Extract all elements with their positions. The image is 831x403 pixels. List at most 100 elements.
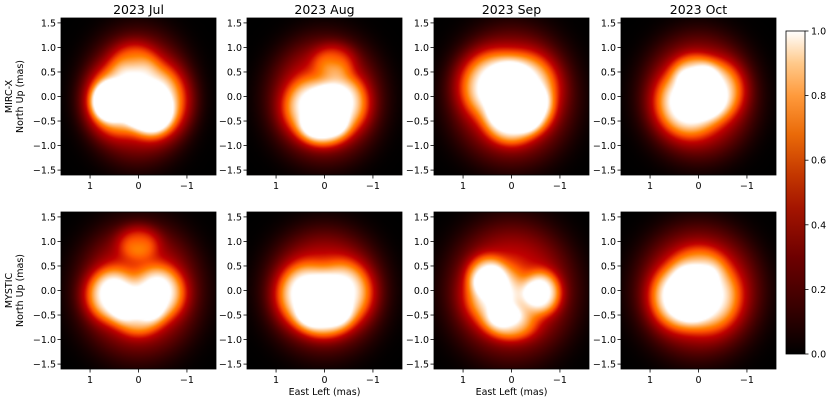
image-panel-mystic-2023-aug: 1.5 1.0 0.5 0.0 −0.5 −1.0 −1.5 1 0 −1 [219, 211, 403, 386]
y-tick-label: 0.0 [227, 286, 242, 297]
y-tick-label: 0.5 [41, 67, 56, 78]
y-tick-label: −1.5 [593, 360, 616, 371]
y-tick-label: 1.0 [601, 43, 616, 54]
colorbar-tick-label: 0.4 [811, 220, 826, 231]
y-tick-label: −1.5 [33, 166, 56, 177]
y-tick-label: 1.0 [227, 43, 242, 54]
colorbar-tick-label: 0.0 [811, 350, 826, 361]
y-tick-label: 0.0 [227, 92, 242, 103]
row-ylabel: North Up (mas) [15, 60, 26, 133]
x-tick-label: 1 [273, 375, 279, 386]
y-tick-label: 0.5 [414, 67, 429, 78]
y-tick-label: 1.0 [41, 43, 56, 54]
y-tick-label: −1.0 [219, 335, 242, 346]
y-tick-label: 1.5 [601, 212, 616, 223]
colorbar-tick-label: 1.0 [811, 27, 826, 38]
y-tick-label: −0.5 [33, 311, 56, 322]
y-tick-label: 0.0 [41, 92, 56, 103]
colorbar-gradient [785, 30, 806, 355]
image-panel-mystic-2023-oct: 1.5 1.0 0.5 0.0 −0.5 −1.0 −1.5 1 0 −1 [593, 211, 777, 386]
x-tick-label: −1 [553, 375, 567, 386]
x-tick-label: 1 [273, 181, 279, 192]
y-tick-label: 0.5 [227, 261, 242, 272]
y-tick-label: −1.5 [219, 166, 242, 177]
column-title: 2023 Sep [482, 2, 541, 17]
x-tick-label: −1 [740, 375, 754, 386]
y-tick-label: −1.5 [33, 360, 56, 371]
y-tick-label: 0.5 [414, 261, 429, 272]
y-tick-label: 1.5 [414, 18, 429, 29]
x-tick-label: 1 [87, 181, 93, 192]
y-tick-label: 1.0 [227, 237, 242, 248]
y-tick-label: 1.0 [414, 43, 429, 54]
column-title: 2023 Aug [294, 2, 354, 17]
x-tick-label: 0 [508, 375, 514, 386]
y-tick-label: 0.0 [601, 92, 616, 103]
y-tick-label: −1.5 [406, 166, 429, 177]
y-tick-label: −1.0 [593, 335, 616, 346]
x-tick-label: 0 [321, 181, 327, 192]
colorbar: 0.0 0.2 0.4 0.6 0.8 1.0 [785, 27, 826, 361]
colorbar-tick-label: 0.2 [811, 285, 826, 296]
y-tick-label: 1.5 [601, 18, 616, 29]
y-tick-label: 1.5 [227, 18, 242, 29]
y-tick-label: 0.0 [601, 286, 616, 297]
y-tick-label: −0.5 [219, 117, 242, 128]
y-tick-label: −1.5 [593, 166, 616, 177]
x-tick-label: 0 [321, 375, 327, 386]
x-tick-label: −1 [366, 375, 380, 386]
x-tick-label: 0 [508, 181, 514, 192]
y-tick-label: −0.5 [406, 311, 429, 322]
x-tick-label: −1 [180, 375, 194, 386]
row-label: MYSTICNorth Up (mas) [4, 254, 26, 327]
x-tick-label: −1 [180, 181, 194, 192]
y-tick-label: −1.5 [406, 360, 429, 371]
intensity-map [434, 212, 589, 369]
x-tick-label: 0 [135, 181, 141, 192]
y-tick-label: −0.5 [219, 311, 242, 322]
column-title: 2023 Oct [670, 2, 727, 17]
intensity-map [621, 212, 776, 369]
y-tick-label: −1.5 [219, 360, 242, 371]
y-tick-label: 0.5 [601, 261, 616, 272]
image-panel-mirc-x-2023-aug: 1.5 1.0 0.5 0.0 −0.5 −1.0 −1.5 1 0 −1 [219, 17, 403, 192]
x-tick-label: −1 [740, 181, 754, 192]
image-panel-mirc-x-2023-jul: 1.5 1.0 0.5 0.0 −0.5 −1.0 −1.5 1 0 −1 [33, 17, 217, 192]
y-tick-label: 1.5 [227, 212, 242, 223]
x-tick-label: 1 [87, 375, 93, 386]
x-tick-label: 1 [647, 181, 653, 192]
intensity-map [61, 18, 216, 175]
y-tick-label: −0.5 [33, 117, 56, 128]
x-tick-label: 0 [695, 181, 701, 192]
y-tick-label: 0.0 [414, 92, 429, 103]
y-tick-label: −1.0 [219, 141, 242, 152]
row-instrument: MYSTIC [4, 273, 15, 309]
x-axis-label: East Left (mas) [289, 387, 361, 398]
y-tick-label: 1.0 [601, 237, 616, 248]
intensity-map [621, 18, 776, 175]
y-tick-label: −0.5 [593, 117, 616, 128]
intensity-map [61, 212, 216, 369]
y-tick-label: 0.0 [414, 286, 429, 297]
y-tick-label: 0.5 [601, 67, 616, 78]
colorbar-tick-label: 0.8 [811, 91, 826, 102]
image-panel-mirc-x-2023-oct: 1.5 1.0 0.5 0.0 −0.5 −1.0 −1.5 1 0 −1 [593, 17, 777, 192]
y-tick-label: 1.5 [41, 212, 56, 223]
x-axis-label: East Left (mas) [476, 387, 548, 398]
column-title: 2023 Jul [113, 2, 164, 17]
intensity-map [247, 212, 402, 369]
row-label: MIRC-XNorth Up (mas) [4, 60, 26, 133]
y-tick-label: 0.0 [41, 286, 56, 297]
y-tick-label: 1.0 [41, 237, 56, 248]
y-tick-label: 1.0 [414, 237, 429, 248]
y-tick-label: 0.5 [227, 67, 242, 78]
y-tick-label: −1.0 [406, 335, 429, 346]
row-instrument: MIRC-X [4, 79, 15, 113]
y-tick-label: 0.5 [41, 261, 56, 272]
x-tick-label: 1 [647, 375, 653, 386]
y-tick-label: −0.5 [593, 311, 616, 322]
x-tick-label: −1 [366, 181, 380, 192]
y-tick-label: −0.5 [406, 117, 429, 128]
intensity-map [434, 18, 589, 175]
